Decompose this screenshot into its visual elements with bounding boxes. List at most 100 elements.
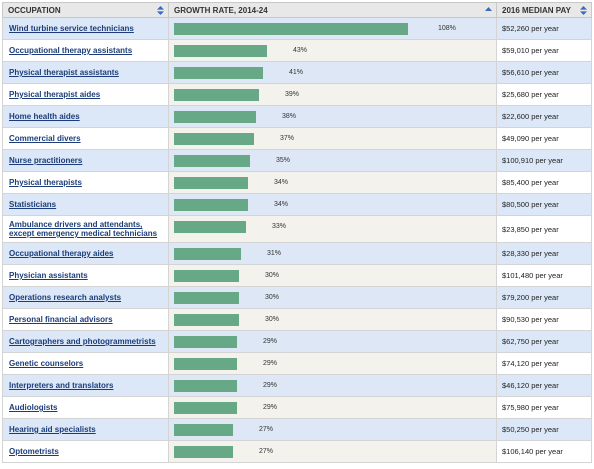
occupation-link[interactable]: Home health aides [9,112,80,121]
table-row: Interpreters and translators 29% $46,120 p… [2,374,592,397]
occupation-cell: Interpreters and translators [2,374,169,397]
occupation-cell: Ambulance drivers and attendants, except… [2,215,169,243]
growth-rate-value: 29% [263,404,278,411]
growth-rate-value: 31% [267,250,282,257]
growth-rate-bar [174,336,237,348]
table-row: Personal financial advisors 30% $90,530 pe… [2,308,592,331]
growth-rate-bar [174,23,408,35]
occupation-link[interactable]: Audiologists [9,403,58,412]
growth-rate-bar [174,292,239,304]
occupation-cell: Cartographers and photogrammetrists [2,330,169,353]
occupation-cell: Commercial divers [2,127,169,150]
growth-rate-cell: 29% [168,352,497,375]
growth-rate-value: 108% [438,25,456,32]
occupation-cell: Wind turbine service technicians [2,17,169,40]
table-row: Hearing aid specialists 27% $50,250 per ye… [2,418,592,441]
growth-rate-header-label: GROWTH RATE, 2014-24 [174,5,268,15]
growth-rate-bar [174,402,237,414]
median-pay-column-header[interactable]: 2016 MEDIAN PAY [496,2,592,18]
sort-both-icon[interactable] [580,6,587,15]
occupation-link[interactable]: Physical therapists [9,178,82,187]
median-pay-cell: $22,600 per year [496,105,592,128]
growth-rate-cell: 31% [168,242,497,265]
occupation-link[interactable]: Wind turbine service technicians [9,24,134,33]
median-pay-cell: $23,850 per year [496,215,592,243]
growth-rate-cell: 39% [168,83,497,106]
growth-rate-value: 43% [293,47,308,54]
occupation-link[interactable]: Physical therapist aides [9,90,101,99]
growth-rate-value: 30% [265,294,280,301]
occupation-cell: Home health aides [2,105,169,128]
growth-rate-bar [174,199,248,211]
table-row: Physical therapist assistants 41% $56,610 … [2,61,592,84]
occupation-link[interactable]: Physical therapist assistants [9,68,119,77]
growth-rate-cell: 27% [168,418,497,441]
table-row: Occupational therapy aides 31% $28,330 per… [2,242,592,265]
median-pay-cell: $75,980 per year [496,396,592,419]
growth-rate-value: 29% [263,338,278,345]
growth-rate-cell: 30% [168,264,497,287]
median-pay-cell: $79,200 per year [496,286,592,309]
occupation-cell: Physician assistants [2,264,169,287]
occupation-cell: Audiologists [2,396,169,419]
occupation-link[interactable]: Cartographers and photogrammetrists [9,337,156,346]
occupation-link[interactable]: Nurse practitioners [9,156,83,165]
occupation-cell: Occupational therapy assistants [2,39,169,62]
median-pay-cell: $56,610 per year [496,61,592,84]
median-pay-cell: $59,010 per year [496,39,592,62]
growth-rate-value: 37% [280,135,295,142]
growth-rate-bar [174,89,259,101]
table-row: Home health aides 38% $22,600 per year [2,105,592,128]
median-pay-cell: $80,500 per year [496,193,592,216]
median-pay-cell: $49,090 per year [496,127,592,150]
table-row: Commercial divers 37% $49,090 per year [2,127,592,150]
growth-rate-bar [174,446,233,458]
growth-rate-cell: 29% [168,330,497,353]
growth-rate-value: 39% [285,91,300,98]
growth-rate-cell: 35% [168,149,497,172]
growth-rate-cell: 27% [168,440,497,463]
occupation-link[interactable]: Personal financial advisors [9,315,113,324]
occupations-table: OCCUPATION GROWTH RATE, 2014-24 2016 MED… [2,2,592,463]
occupation-link[interactable]: Optometrists [9,447,59,456]
growth-rate-cell: 34% [168,193,497,216]
occupation-link[interactable]: Physician assistants [9,271,88,280]
occupation-link[interactable]: Interpreters and translators [9,381,114,390]
growth-rate-cell: 41% [168,61,497,84]
occupation-cell: Physical therapists [2,171,169,194]
median-pay-cell: $101,480 per year [496,264,592,287]
median-pay-cell: $28,330 per year [496,242,592,265]
occupation-link[interactable]: Operations research analysts [9,293,122,302]
median-pay-cell: $52,260 per year [496,17,592,40]
table-row: Optometrists 27% $106,140 per year [2,440,592,463]
table-row: Cartographers and photogrammetrists 29% $6… [2,330,592,353]
sort-both-icon[interactable] [157,6,164,15]
occupation-link[interactable]: Statisticians [9,200,57,209]
growth-rate-bar [174,111,256,123]
occupation-link[interactable]: Hearing aid specialists [9,425,96,434]
growth-rate-value: 30% [265,272,280,279]
occupation-link[interactable]: Genetic counselors [9,359,84,368]
growth-rate-bar [174,380,237,392]
median-pay-cell: $90,530 per year [496,308,592,331]
sort-up-icon[interactable] [485,6,492,15]
growth-rate-column-header[interactable]: GROWTH RATE, 2014-24 [168,2,497,18]
median-pay-cell: $106,140 per year [496,440,592,463]
median-pay-cell: $25,680 per year [496,83,592,106]
growth-rate-bar [174,221,246,233]
median-pay-cell: $85,400 per year [496,171,592,194]
growth-rate-cell: 29% [168,396,497,419]
growth-rate-value: 35% [276,157,291,164]
growth-rate-value: 29% [263,382,278,389]
growth-rate-cell: 33% [168,215,497,243]
occupation-link[interactable]: Occupational therapy assistants [9,46,133,55]
occupation-column-header[interactable]: OCCUPATION [2,2,169,18]
growth-rate-bar [174,314,239,326]
occupation-cell: Personal financial advisors [2,308,169,331]
growth-rate-bar [174,248,241,260]
occupation-link[interactable]: Occupational therapy aides [9,249,114,258]
occupation-link[interactable]: Ambulance drivers and attendants, except… [9,220,158,238]
growth-rate-cell: 30% [168,286,497,309]
occupation-cell: Physical therapist assistants [2,61,169,84]
occupation-link[interactable]: Commercial divers [9,134,81,143]
